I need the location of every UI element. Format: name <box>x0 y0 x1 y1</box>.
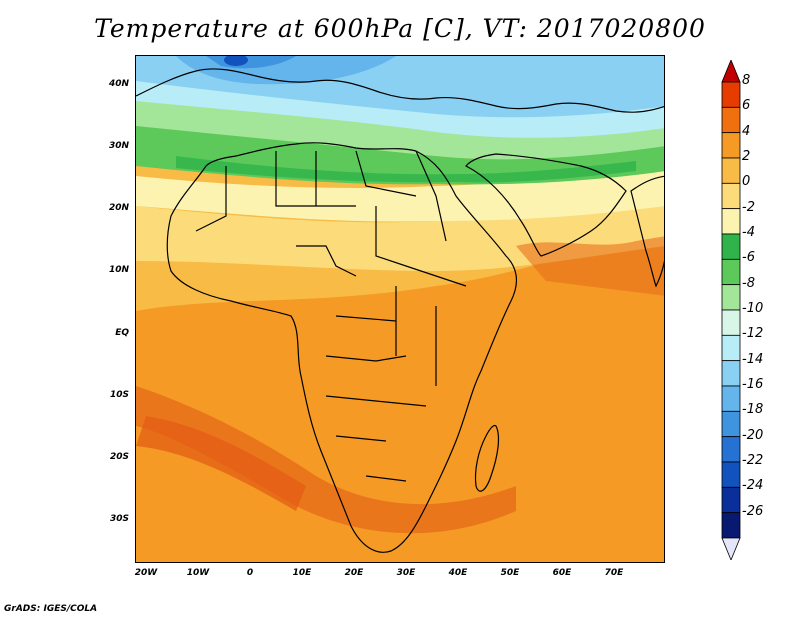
lon-label-20w: 20W <box>134 568 158 578</box>
lon-label-60e: 60E <box>552 568 572 578</box>
colorbar-tick-label: 8 <box>742 73 751 88</box>
colorbar <box>721 60 741 560</box>
colorbar-tick-label: -26 <box>742 503 764 519</box>
colorbar-tick-label: -16 <box>742 377 764 392</box>
band-mediterranean-cyan <box>136 76 664 138</box>
lon-label-10w: 10W <box>186 568 210 578</box>
colorbar-arrow-bottom <box>721 537 741 560</box>
footer-credit: GrADS: IGES/COLA <box>4 604 98 614</box>
lat-label-10s: 10S <box>109 390 129 400</box>
lat-label-30s: 30S <box>109 514 129 524</box>
colorbar-swatch <box>721 106 741 134</box>
band-south-atlantic-warm <box>136 416 306 511</box>
colorbar-swatch <box>721 360 741 387</box>
colorbar-arrow-top <box>721 60 741 83</box>
lon-label-30e: 30E <box>396 568 416 578</box>
colorbar-tick-label: 4 <box>742 123 751 139</box>
temperature-map <box>136 56 664 562</box>
colorbar-swatch <box>721 208 741 235</box>
colorbar-tick-label: -14 <box>742 351 764 367</box>
colorbar-swatch <box>721 385 741 412</box>
colorbar-swatch <box>721 157 741 184</box>
band-sahara-darkgreen <box>176 156 636 183</box>
colorbar-swatch <box>721 81 741 108</box>
colorbar-swatch <box>721 486 741 514</box>
colorbar-tick-label: -18 <box>742 402 764 418</box>
colorbar-swatch <box>721 132 741 159</box>
lat-label-eq: EQ <box>115 328 129 338</box>
lon-label-70e: 70E <box>604 568 624 578</box>
lon-label-0: 0 <box>246 568 254 578</box>
colorbar-tick-label: -4 <box>742 225 755 240</box>
colorbar-swatch <box>721 461 741 488</box>
internal-borders <box>195 150 467 482</box>
band-sahel-pale <box>136 166 664 222</box>
colorbar-tick-label: 0 <box>742 174 751 190</box>
colorbar-tick-label: 2 <box>742 149 751 164</box>
madagascar-coastline <box>474 424 500 492</box>
lon-label-20e: 20E <box>344 568 364 578</box>
colorbar-tick-label: -2 <box>742 199 755 215</box>
colorbar-swatch <box>721 334 741 362</box>
colorbar-tick-label: -22 <box>742 453 764 468</box>
colorbar-tick-label: -24 <box>742 478 764 494</box>
colorbar-tick-label: -6 <box>742 250 755 266</box>
colorbar-swatch <box>721 436 741 463</box>
colorbar-tick-label: -12 <box>742 326 764 342</box>
colorbar-swatch <box>721 410 741 438</box>
coastlines <box>136 68 664 553</box>
lat-label-20n: 20N <box>108 203 129 213</box>
colorbar-swatch <box>721 258 741 286</box>
colorbar-swatch <box>721 182 741 210</box>
arabia-coastline <box>465 153 627 257</box>
europe-coastline <box>136 68 664 113</box>
colorbar-swatch <box>721 284 741 311</box>
colorbar-swatch <box>721 512 741 539</box>
lat-label-30n: 30N <box>108 141 129 151</box>
map-panel <box>135 55 665 563</box>
colorbar-tick-label: 6 <box>742 98 751 114</box>
lon-label-40e: 40E <box>448 568 468 578</box>
lon-label-50e: 50E <box>500 568 520 578</box>
chart-title: Temperature at 600hPa [C], VT: 201702080… <box>94 14 706 43</box>
colorbar-swatch <box>721 309 741 336</box>
lat-label-10n: 10N <box>108 265 129 275</box>
colorbar-swatch <box>721 233 741 260</box>
colorbar-tick-label: -20 <box>742 427 764 443</box>
lon-label-10e: 10E <box>292 568 312 578</box>
lat-label-40n: 40N <box>108 79 129 89</box>
africa-coastline <box>166 142 518 553</box>
colorbar-tick-label: -8 <box>742 275 755 291</box>
colorbar-tick-label: -10 <box>742 301 764 316</box>
india-coastline <box>630 175 664 288</box>
lat-label-20s: 20S <box>109 452 129 462</box>
cold-core <box>224 56 248 66</box>
band-south-warm <box>136 386 516 534</box>
